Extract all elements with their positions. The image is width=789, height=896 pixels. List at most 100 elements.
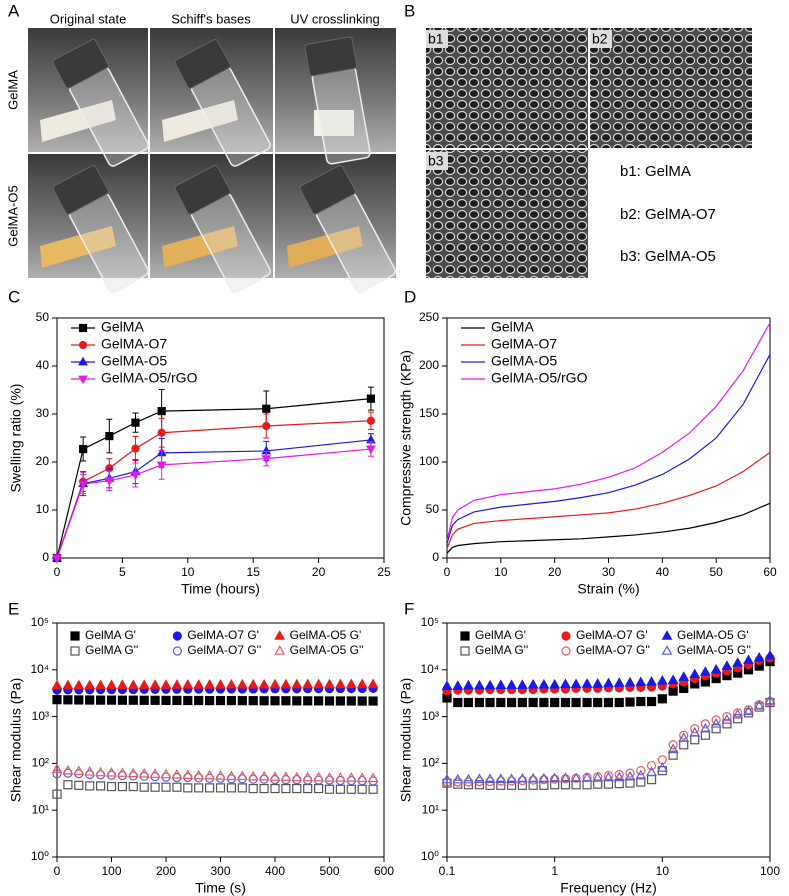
marker [506,780,517,790]
legend-label: GelMA-O7 [491,336,557,352]
marker [182,679,194,689]
x-tick-label: 0 [444,565,451,579]
marker [441,773,453,784]
marker [156,461,167,471]
marker [656,675,668,685]
marker [462,679,474,690]
marker [303,783,313,794]
marker [345,772,357,782]
legend-label: GelMA-O5/rGO [101,370,198,386]
marker [366,416,376,425]
marker [581,772,593,782]
marker [474,697,485,708]
marker [549,772,561,783]
marker [95,679,107,690]
marker [95,781,106,791]
marker [506,679,518,689]
marker [722,711,732,722]
y-tick-label: 150 [419,406,439,420]
marker [527,772,539,783]
marker [689,727,701,737]
y-axis-title: Shear modulus (Pa) [8,678,24,803]
legend-label: GelMA [101,319,144,335]
marker [313,771,325,782]
marker [247,678,259,689]
sem-legend: b2: GelMA-O7 [620,206,716,223]
marker [496,697,506,708]
marker [62,764,74,775]
legend-label: GelMA-O7 G' [576,628,648,642]
marker [463,697,473,708]
y-tick-label: 10⁴ [420,662,439,676]
marker [172,695,182,705]
marker [517,780,527,790]
marker [614,769,624,780]
y-tick-label: 0 [42,550,49,564]
marker [160,768,172,779]
marker [368,784,378,794]
marker [104,477,115,486]
x-tick-label: 100 [101,864,121,878]
legend-marker [70,646,80,656]
y-axis-title: Shear modulus (Pa) [398,678,414,803]
legend-marker [460,631,470,641]
marker [116,767,128,777]
marker [63,695,73,705]
marker [603,677,614,688]
marker [95,695,106,705]
marker [603,770,614,781]
marker [193,769,205,780]
marker [614,779,624,789]
marker [528,780,538,790]
marker [262,421,271,431]
marker [324,678,335,689]
marker [138,767,150,778]
marker [732,657,744,667]
marker [550,780,560,790]
marker [236,678,248,689]
marker [248,696,258,706]
marker [281,783,291,794]
marker [74,780,84,790]
legend-label: GelMA-O7 G' [187,628,259,642]
marker [194,783,204,793]
marker [194,695,204,706]
marker [117,781,128,792]
x-axis-title: Strain (%) [577,581,639,597]
marker [367,678,379,689]
x-axis-title: Time (s) [195,880,246,896]
marker [753,699,765,710]
marker [334,772,346,782]
x-tick-label: 50 [709,565,723,579]
marker [506,773,518,783]
plot-frame [56,317,385,559]
y-tick-label: 10⁰ [31,849,49,863]
marker [127,767,139,778]
marker [78,480,89,490]
marker [570,678,582,689]
y-tick-label: 50 [426,502,440,516]
marker [269,771,281,781]
legend-marker [172,631,182,641]
y-tick-label: 10⁴ [30,662,49,676]
sem-legend: b1: GelMA [620,163,691,180]
sem-label: b1 [428,31,444,47]
y-tick-label: 10² [32,756,49,770]
y-tick-label: 0 [432,550,439,564]
marker [441,680,453,690]
marker [226,695,236,706]
y-tick-label: 50 [36,310,50,324]
marker [473,773,485,783]
marker [280,771,292,781]
marker [495,773,507,783]
marker [247,770,259,781]
marker [335,784,345,794]
marker [442,693,452,703]
x-tick-label: 15 [247,565,261,579]
marker [700,719,710,729]
marker [127,679,139,689]
photo-column-label: UV crosslinking [290,11,380,26]
marker [474,780,485,790]
marker [667,743,679,754]
